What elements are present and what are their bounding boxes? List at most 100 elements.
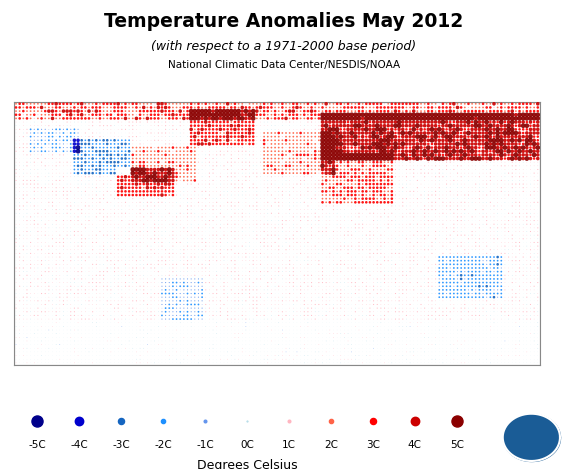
Point <box>132 213 141 220</box>
Point <box>73 345 82 352</box>
Point <box>293 341 302 348</box>
Point <box>154 250 163 257</box>
Point <box>223 224 232 232</box>
Point <box>99 341 108 348</box>
Point <box>231 333 240 341</box>
Point <box>237 191 247 199</box>
Point <box>307 356 316 363</box>
Point <box>48 155 57 162</box>
Point <box>533 107 542 115</box>
Point <box>157 304 166 312</box>
Point <box>380 118 389 126</box>
Point <box>435 323 444 330</box>
Point <box>529 159 538 166</box>
Point <box>377 319 386 326</box>
Point <box>208 228 218 235</box>
Point <box>303 297 312 304</box>
Point <box>183 345 192 352</box>
Point <box>41 202 50 210</box>
Point <box>416 231 425 239</box>
Point <box>325 301 335 308</box>
Point <box>329 272 338 279</box>
Point <box>190 330 199 337</box>
Point <box>424 217 433 224</box>
Point <box>471 341 481 348</box>
Point <box>34 323 43 330</box>
Point <box>136 104 145 111</box>
Point <box>70 304 79 312</box>
Point <box>124 297 133 304</box>
Point <box>526 279 535 287</box>
Point <box>132 220 141 228</box>
Point <box>377 122 386 129</box>
Point <box>416 326 425 334</box>
Point <box>205 140 214 148</box>
Point <box>59 290 68 297</box>
Point <box>110 195 119 203</box>
Point <box>416 173 425 181</box>
Point <box>340 323 349 330</box>
Point <box>34 224 43 232</box>
Point <box>260 144 269 151</box>
Point <box>511 359 520 367</box>
Point <box>237 126 247 133</box>
Point <box>504 136 513 144</box>
Point <box>402 337 411 345</box>
Point <box>249 341 258 348</box>
Point <box>511 261 520 268</box>
Point <box>37 173 46 181</box>
Point <box>48 166 57 173</box>
Point <box>416 191 425 199</box>
Point <box>428 151 437 159</box>
Point <box>529 272 538 279</box>
Point <box>278 341 287 348</box>
Point <box>515 210 524 217</box>
Point <box>406 312 415 319</box>
Point <box>59 217 68 224</box>
Point <box>110 169 119 177</box>
Point <box>377 337 386 345</box>
Point <box>237 118 247 126</box>
Point <box>508 341 517 348</box>
Point <box>369 166 378 173</box>
Point <box>183 114 192 122</box>
Point <box>511 279 520 287</box>
Point <box>420 308 429 316</box>
Point <box>344 126 353 133</box>
Point <box>380 114 389 122</box>
Point <box>300 356 309 363</box>
Point <box>471 261 481 268</box>
Point <box>493 356 502 363</box>
Point <box>282 198 291 206</box>
Point <box>176 231 185 239</box>
Point <box>241 100 250 107</box>
Point <box>424 257 433 265</box>
Point <box>237 107 247 115</box>
Point <box>321 250 331 257</box>
Point <box>402 301 411 308</box>
Point <box>15 345 24 352</box>
Point <box>62 268 72 275</box>
Point <box>139 173 148 181</box>
Point <box>420 231 429 239</box>
Point <box>165 159 174 166</box>
Point <box>11 282 20 290</box>
Point <box>383 279 392 287</box>
Point <box>212 359 222 367</box>
Point <box>245 191 254 199</box>
Point <box>387 337 396 345</box>
Point <box>150 231 159 239</box>
Point <box>413 330 422 337</box>
Point <box>176 268 185 275</box>
Point <box>321 257 331 265</box>
Point <box>486 162 495 170</box>
Point <box>154 122 163 129</box>
Point <box>311 133 320 140</box>
Point <box>395 290 404 297</box>
Point <box>55 224 64 232</box>
Point <box>383 129 392 137</box>
Point <box>179 275 189 283</box>
Point <box>117 326 126 334</box>
Point <box>340 304 349 312</box>
Point <box>249 312 258 319</box>
